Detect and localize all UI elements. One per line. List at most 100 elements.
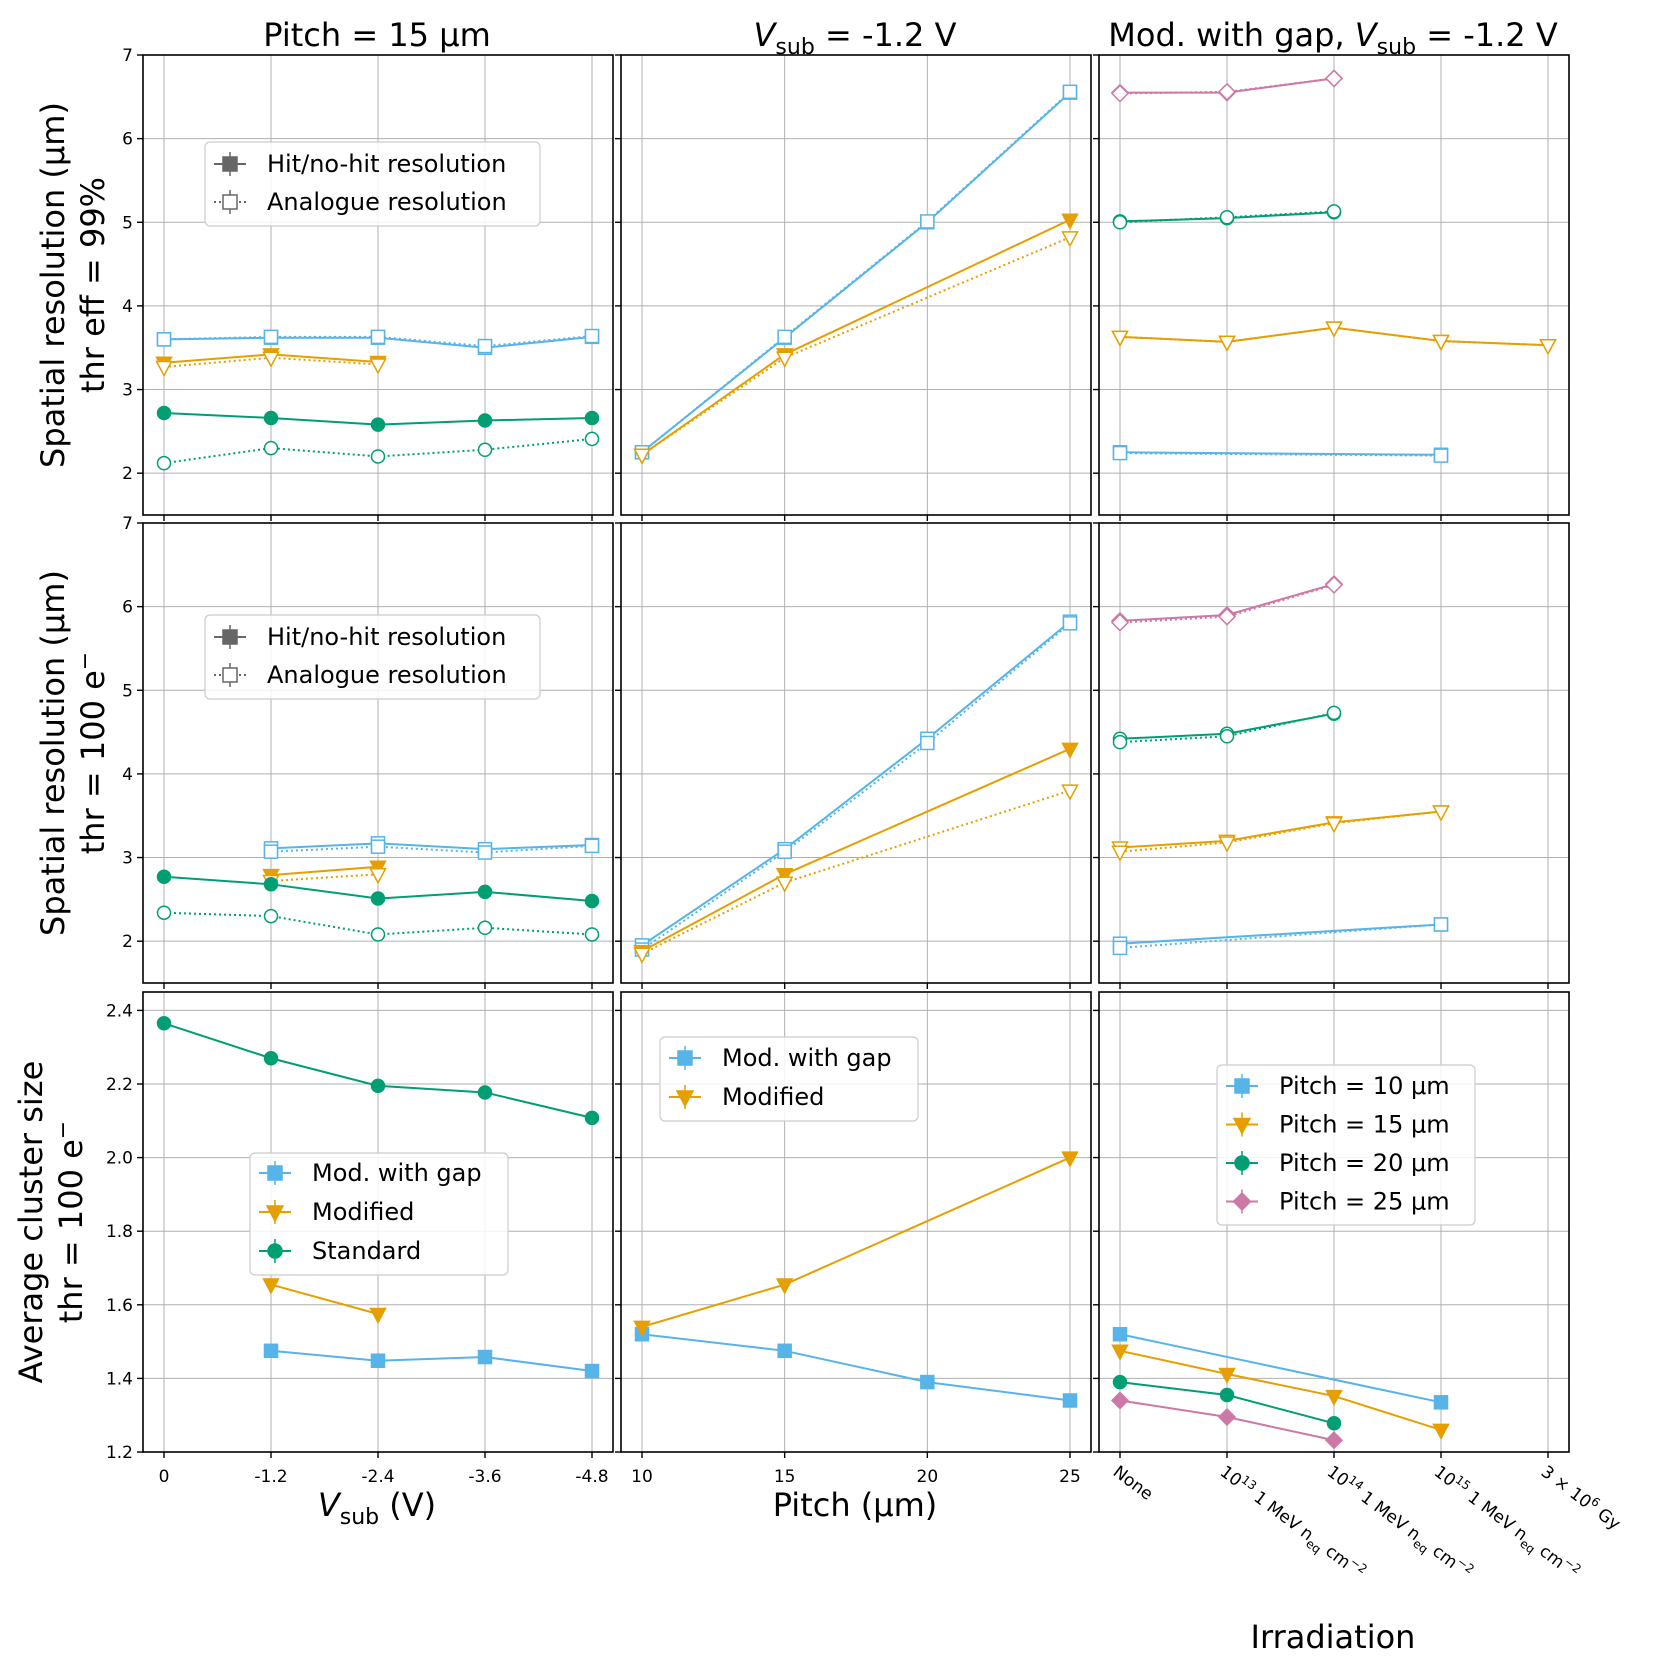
data-point-triangle [1061,1151,1079,1168]
legend-cluster-col2: Mod. with gap Modified [659,1036,919,1122]
legend-label: Pitch = 15 μm [1279,1111,1450,1139]
data-point-square [1062,616,1078,631]
data-point-square [477,1349,493,1365]
data-point-diamond [1232,1191,1252,1212]
legend-box [249,1152,509,1276]
col-title-3: Mod. with gap, Vsub = -1.2 V [1108,16,1558,60]
y-tick-label: 3 [122,381,133,401]
series-line [270,865,379,877]
ylabel-row3-line2: thr = 100 e− [51,1121,90,1324]
data-point-square [1112,1326,1128,1342]
data-point-triangle [1061,213,1079,230]
data-point-circle [584,1110,600,1126]
data-point-triangle [265,1205,285,1223]
y-tick-label: 2 [122,464,133,484]
data-point-diamond [1110,613,1130,632]
data-point-circle [370,927,386,942]
data-point-square [222,667,238,683]
data-point-triangle [633,448,651,465]
y-tick-label: 2 [122,932,133,952]
data-point-square [920,735,935,751]
data-point-circle [263,440,279,456]
data-point-triangle [1111,845,1129,862]
legend-label: Hit/no-hit resolution [267,150,506,178]
data-point-circle [263,410,279,426]
data-point-square [777,844,792,859]
x-tick-label: 20 [917,1467,939,1487]
x-tick-label: 0 [159,1467,170,1487]
legend-box [659,1036,919,1122]
series-line [1119,810,1442,853]
data-point-circle [156,1016,172,1031]
series-line [641,236,1071,456]
data-point-square [677,1050,693,1066]
panel-row1-col1 [155,328,600,471]
data-point-circle [1112,1374,1128,1390]
data-point-circle [477,413,493,428]
legend-cluster-col1: Mod. with gap Modified Standard [249,1152,509,1276]
legend-resolution-row2: Hit/no-hit resolution Analogue resolution [204,614,541,700]
panel-row3-col2 [633,1151,1079,1408]
legend-label: Pitch = 25 μm [1279,1188,1450,1216]
x-tick-label: 3 × 106 Gy [1537,1460,1626,1535]
data-point-diamond [1217,1407,1237,1427]
data-point-square [222,194,238,210]
data-point-triangle [633,947,651,964]
col-title-1: Pitch = 15 μm [263,16,490,54]
legend-label: Modified [722,1083,824,1111]
data-point-square [477,845,493,860]
xlabel-col2: Pitch (μm) [773,1486,938,1524]
data-point-triangle [262,351,280,368]
data-point-diamond [1324,69,1344,88]
data-point-square [156,332,172,347]
data-point-square [1433,917,1449,932]
series-line [641,1333,1071,1402]
series-line [641,218,1071,456]
y-tick-label: 7 [122,46,133,66]
data-point-circle [263,908,279,924]
data-point-square [920,214,935,229]
data-point-square [1234,1078,1250,1094]
data-point-square [1112,445,1128,461]
data-point-square [584,328,600,344]
series-line [270,842,593,851]
legend-layer: Hit/no-hit resolution Analogue resolution… [204,141,1476,1276]
legend-label: Mod. with gap [312,1159,482,1187]
series-line [641,620,1071,947]
data-point-square [370,329,386,345]
data-point-triangle [775,868,794,885]
data-point-circle [1326,705,1342,721]
data-point-square [777,1343,792,1359]
panel-frame-r2c2 [620,522,1092,984]
y-tick-label: 3 [122,849,133,869]
data-point-circle [1234,1155,1250,1171]
data-point-triangle [775,1278,794,1295]
panel-row2-col1 [156,836,600,942]
data-point-circle [477,884,493,900]
data-point-circle [477,442,493,458]
data-point-circle [370,1078,386,1094]
data-point-triangle [1432,1423,1450,1441]
panel-row3-col1 [156,1016,600,1379]
ylabel-row1-line2: thr eff = 99% [74,177,112,393]
legend-box [1216,1064,1476,1226]
data-point-circle [370,417,386,432]
legend-label: Hit/no-hit resolution [267,623,506,651]
data-point-square [1433,448,1449,463]
y-tick-label: 6 [122,130,133,150]
data-point-triangle [633,1320,651,1337]
data-point-diamond [1110,1391,1130,1410]
data-point-triangle [1111,330,1129,347]
series-line [641,1156,1071,1328]
data-point-triangle [1539,338,1557,356]
data-point-triangle [1218,335,1236,352]
data-point-square [222,156,238,172]
legend-label: Analogue resolution [267,188,507,216]
series-line [1119,1349,1442,1431]
data-point-square [1062,84,1078,100]
y-tick-label: 5 [122,681,133,701]
data-point-circle [1326,1416,1342,1431]
y-tick-label: 2.4 [106,1001,133,1021]
data-point-square [1112,940,1128,956]
data-point-circle [477,920,493,936]
